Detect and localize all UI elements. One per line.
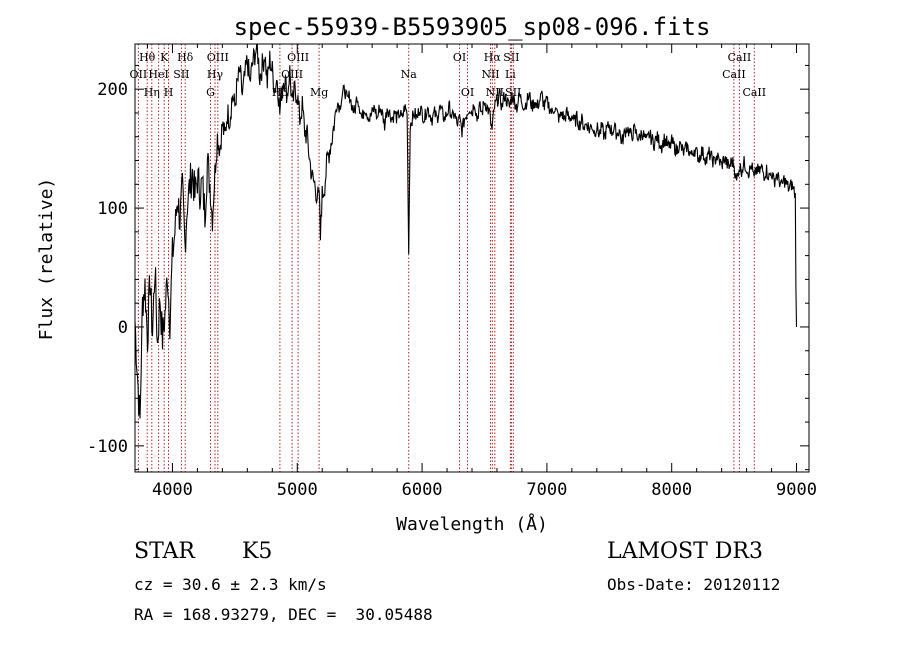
spectral-line-label: OIII xyxy=(207,51,229,64)
spectral-line-label: Hγ xyxy=(207,68,224,81)
plot-frame xyxy=(134,43,810,473)
spectral-line-label: NII xyxy=(481,68,499,81)
y-tick-label: 100 xyxy=(97,199,128,219)
chart-title: spec-55939-B5593905_sp08-096.fits xyxy=(234,13,711,41)
x-tick-label: 5000 xyxy=(277,480,318,500)
spectral-line-label: G xyxy=(206,86,215,99)
spectral-line-label: OIII xyxy=(281,68,303,81)
spectrum-line xyxy=(134,43,798,419)
x-tick-label: 6000 xyxy=(402,480,443,500)
spectral-line-label: Li xyxy=(505,68,516,81)
object-class: STAR xyxy=(134,539,195,564)
spectral-line-label: Na xyxy=(401,68,418,81)
spectral-line-label: Hη xyxy=(144,86,160,99)
spectral-line-label: OI xyxy=(453,51,466,64)
spectral-line-label: H xyxy=(164,86,174,99)
x-tick-label: 4000 xyxy=(152,480,193,500)
spectral-line-label: SII xyxy=(503,51,519,64)
x-axis-label: Wavelength (Å) xyxy=(396,513,548,535)
y-tick-label: -100 xyxy=(87,437,128,457)
spectral-line-label: Hδ xyxy=(177,51,194,64)
spectral-line-label: OI xyxy=(461,86,474,99)
spectral-line-label: SII xyxy=(505,86,521,99)
spectral-line-label: CaII xyxy=(742,86,766,99)
spectral-line-label: CaII xyxy=(728,51,752,64)
spectral-line-label: Hα xyxy=(484,51,502,64)
redshift-readout: cz = 30.6 ± 2.3 km/s xyxy=(134,575,327,594)
spectral-line-label: Mg xyxy=(310,86,328,99)
coordinates: RA = 168.93279, DEC = 30.05488 xyxy=(134,605,433,624)
spectral-line-label: OIII xyxy=(287,51,309,64)
y-axis-label: Flux (relative) xyxy=(36,178,57,341)
x-tick-label: 9000 xyxy=(776,480,817,500)
spectral-line-label: Hθ xyxy=(139,51,156,64)
spectral-line-label: SII xyxy=(173,68,189,81)
spectral-line-label: CaII xyxy=(722,68,746,81)
spectral-line-label: K xyxy=(160,51,169,64)
spectral-line-label: OII xyxy=(130,68,148,81)
obs-date: Obs-Date: 20120112 xyxy=(607,575,781,594)
y-tick-label: 0 xyxy=(118,318,128,338)
x-tick-label: 8000 xyxy=(651,480,692,500)
spectral-line-label: NII xyxy=(486,86,504,99)
y-tick-label: 200 xyxy=(97,80,128,100)
spectral-line-label: HeI xyxy=(148,68,168,81)
survey-name: LAMOST DR3 xyxy=(607,539,763,564)
spectral-subclass: K5 xyxy=(242,539,273,564)
x-tick-label: 7000 xyxy=(526,480,567,500)
